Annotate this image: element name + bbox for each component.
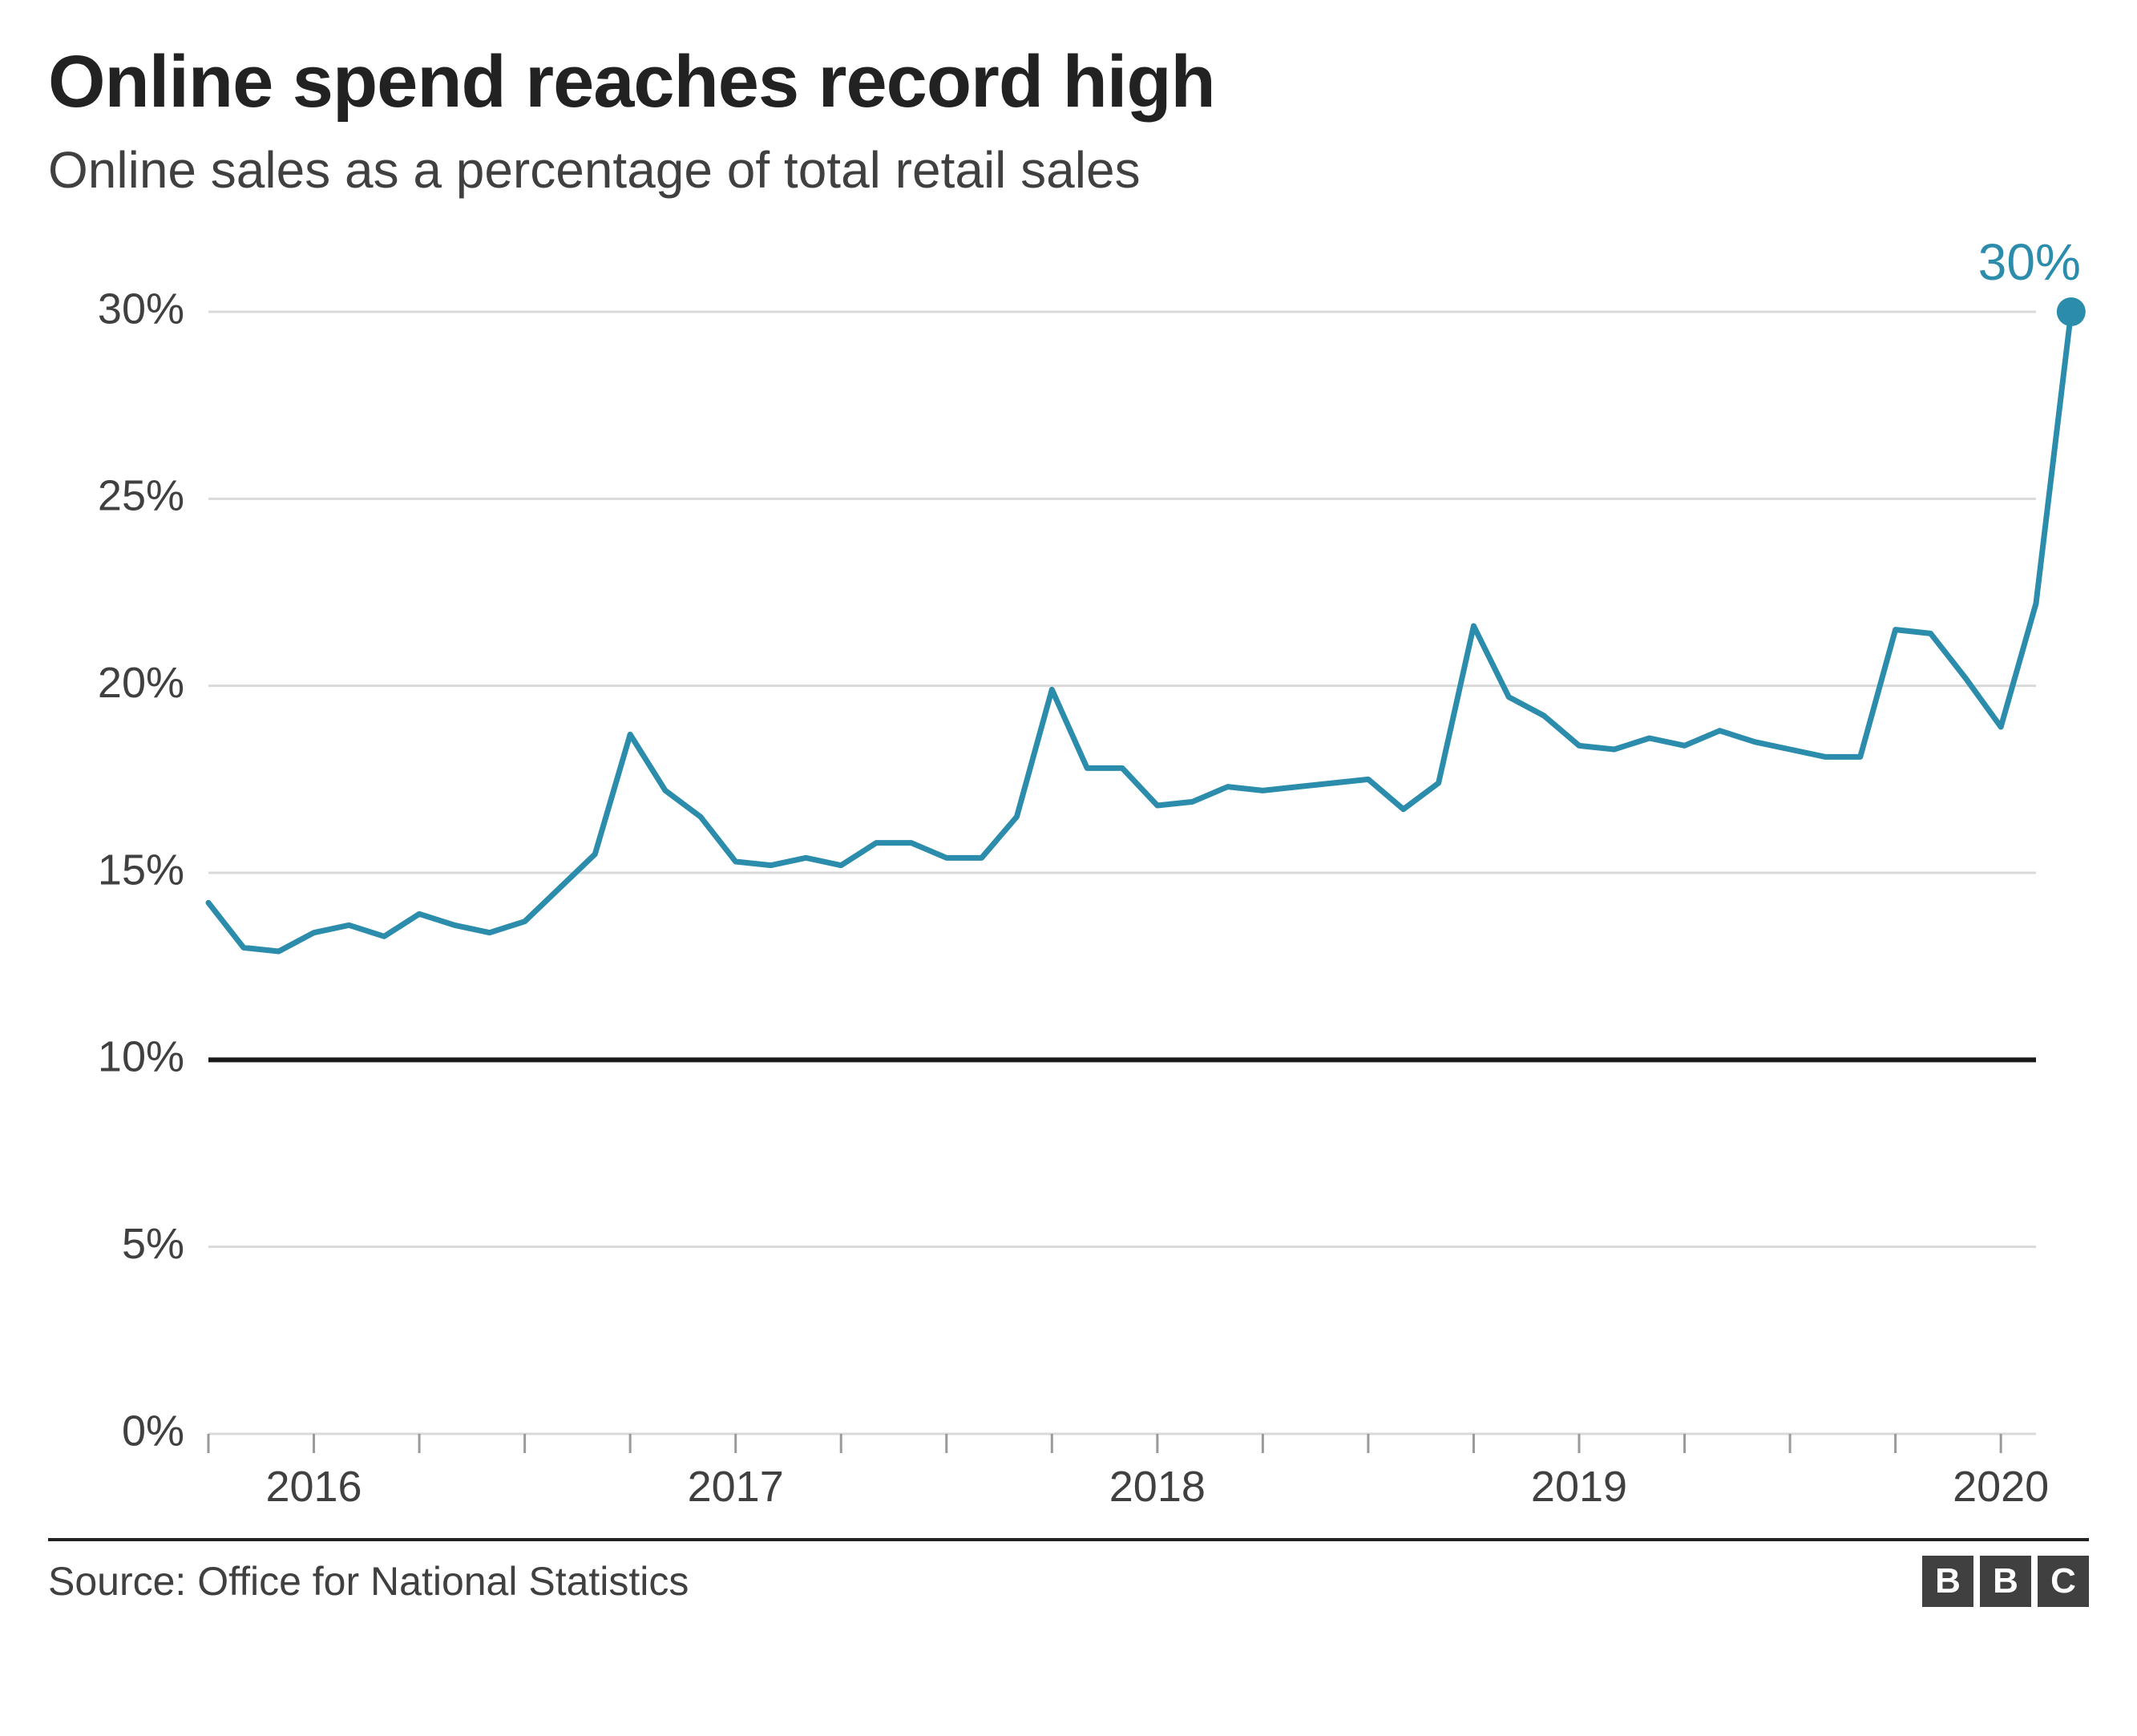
y-axis-label: 20% <box>98 659 184 707</box>
bbc-logo-block: B <box>1922 1556 1973 1607</box>
bbc-logo-block: C <box>2038 1556 2089 1607</box>
y-axis-label: 10% <box>98 1033 184 1081</box>
end-label: 30% <box>1978 233 2081 291</box>
y-axis-label: 30% <box>98 285 184 333</box>
y-axis-label: 0% <box>122 1407 184 1455</box>
x-axis-label: 2016 <box>265 1463 362 1511</box>
x-axis-label: 2018 <box>1109 1463 1206 1511</box>
data-line <box>208 312 2071 951</box>
source-text: Source: Office for National Statistics <box>48 1558 689 1605</box>
x-axis-label: 2020 <box>1953 1463 2049 1511</box>
bbc-logo-block: B <box>1980 1556 2031 1607</box>
end-marker <box>2057 297 2086 326</box>
y-axis-label: 25% <box>98 472 184 520</box>
y-axis-label: 5% <box>122 1220 184 1268</box>
line-chart-svg: 0% 5% 10% 15% 20% 25% 30% 2016 2017 2018 2019 2020 3… <box>48 232 2089 1538</box>
x-axis-label: 2017 <box>688 1463 784 1511</box>
bbc-logo: BBC <box>1922 1556 2089 1607</box>
x-axis-label: 2019 <box>1531 1463 1627 1511</box>
chart-title: Online spend reaches record high <box>48 40 2089 124</box>
y-axis-label: 15% <box>98 846 184 894</box>
chart-area: 0% 5% 10% 15% 20% 25% 30% 2016 2017 2018 2019 2020 3… <box>48 232 2089 1538</box>
chart-subtitle: Online sales as a percentage of total re… <box>48 140 2089 200</box>
